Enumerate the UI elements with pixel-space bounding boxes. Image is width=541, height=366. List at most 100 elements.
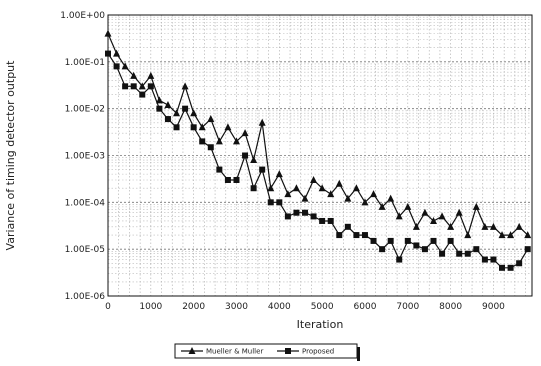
x-tick-label: 5000 <box>311 302 334 312</box>
triangle-marker <box>429 216 437 224</box>
triangle-marker <box>188 347 196 354</box>
triangle-marker <box>258 118 266 126</box>
triangle-marker <box>370 190 378 198</box>
triangle-marker <box>147 71 155 79</box>
square-marker <box>404 237 411 244</box>
triangle-marker <box>284 190 292 198</box>
triangle-marker <box>378 202 386 210</box>
square-marker <box>490 256 497 263</box>
square-marker <box>250 185 257 192</box>
square-marker <box>130 83 137 90</box>
square-marker <box>361 232 368 239</box>
triangle-marker <box>481 222 489 230</box>
triangle-marker <box>224 123 232 131</box>
x-tick-label: 0 <box>105 302 111 312</box>
square-marker <box>413 242 420 249</box>
series-line <box>107 53 529 269</box>
x-tick-label: 2000 <box>182 302 205 312</box>
triangle-marker <box>164 100 172 108</box>
square-marker <box>259 166 266 173</box>
square-marker <box>353 232 360 239</box>
square-marker <box>396 256 403 263</box>
triangle-marker <box>310 175 318 183</box>
square-marker <box>182 105 189 112</box>
series-layer <box>104 29 532 271</box>
triangle-marker <box>232 137 240 145</box>
square-marker <box>430 237 437 244</box>
y-tick-label: 1.00E-01 <box>65 58 105 68</box>
square-marker <box>233 176 240 183</box>
triangle-marker <box>327 190 335 198</box>
square-marker <box>284 213 291 220</box>
y-tick-label: 1.00E-04 <box>65 198 106 208</box>
square-marker <box>276 199 283 206</box>
legend-label: Mueller & Muller <box>206 348 263 356</box>
square-marker <box>379 246 386 253</box>
x-tick-label: 4000 <box>268 302 291 312</box>
square-marker <box>190 124 197 131</box>
square-marker <box>199 138 206 145</box>
series-proposed <box>105 50 531 271</box>
triangle-marker <box>421 208 429 216</box>
grid <box>108 14 532 297</box>
triangle-marker <box>524 231 532 239</box>
legend-shadow <box>357 347 360 361</box>
square-marker <box>327 217 334 224</box>
triangle-marker <box>404 202 412 210</box>
triangle-marker <box>515 222 523 230</box>
triangle-marker <box>447 222 455 230</box>
triangle-marker <box>318 184 326 192</box>
square-marker <box>447 237 454 244</box>
triangle-marker <box>104 29 112 37</box>
triangle-marker <box>138 82 146 90</box>
square-marker <box>293 209 300 216</box>
x-tick-label: 1000 <box>139 302 162 312</box>
triangle-marker <box>241 129 249 137</box>
triangle-marker <box>455 208 463 216</box>
x-tick-label: 8000 <box>439 302 462 312</box>
triangle-marker <box>215 137 223 145</box>
triangle-marker <box>121 62 129 70</box>
triangle-marker <box>472 202 480 210</box>
square-marker <box>147 83 154 90</box>
triangle-marker <box>275 170 283 178</box>
triangle-marker <box>498 231 506 239</box>
square-marker <box>421 246 428 253</box>
legend: Mueller & Muller Proposed <box>174 343 360 361</box>
plot-frame <box>107 14 533 297</box>
square-marker <box>207 144 214 151</box>
triangle-marker <box>361 198 369 206</box>
square-marker <box>302 209 309 216</box>
y-axis-title: Variance of timing detector output <box>4 60 17 251</box>
square-marker <box>224 176 231 183</box>
square-marker <box>310 213 317 220</box>
triangle-marker <box>464 231 472 239</box>
triangle-marker <box>352 184 360 192</box>
square-marker <box>516 260 523 267</box>
triangle-marker <box>207 115 215 123</box>
y-tick-label: 1.00E-02 <box>65 105 105 115</box>
triangle-marker <box>155 96 163 104</box>
triangle-marker <box>344 194 352 202</box>
y-tick-label: 1.00E-06 <box>65 292 106 302</box>
triangle-marker <box>335 179 343 187</box>
square-marker <box>122 83 129 90</box>
legend-label: Proposed <box>302 348 334 356</box>
tick-labels: 1.00E+00 1.00E-01 1.00E-02 1.00E-03 1.00E-04… <box>60 11 505 312</box>
x-axis-title: Iteration <box>297 318 344 331</box>
square-marker <box>267 199 274 206</box>
square-marker <box>173 124 180 131</box>
triangle-marker <box>489 222 497 230</box>
triangle-marker <box>113 49 121 57</box>
y-tick-label: 1.00E-05 <box>65 245 105 255</box>
square-marker <box>507 264 514 271</box>
triangle-marker <box>292 184 300 192</box>
triangle-marker <box>173 109 181 117</box>
square-marker <box>216 166 223 173</box>
square-marker <box>481 256 488 263</box>
square-marker <box>164 116 171 123</box>
square-marker <box>456 250 463 257</box>
triangle-marker <box>301 194 309 202</box>
y-tick-label: 1.00E-03 <box>65 152 105 162</box>
